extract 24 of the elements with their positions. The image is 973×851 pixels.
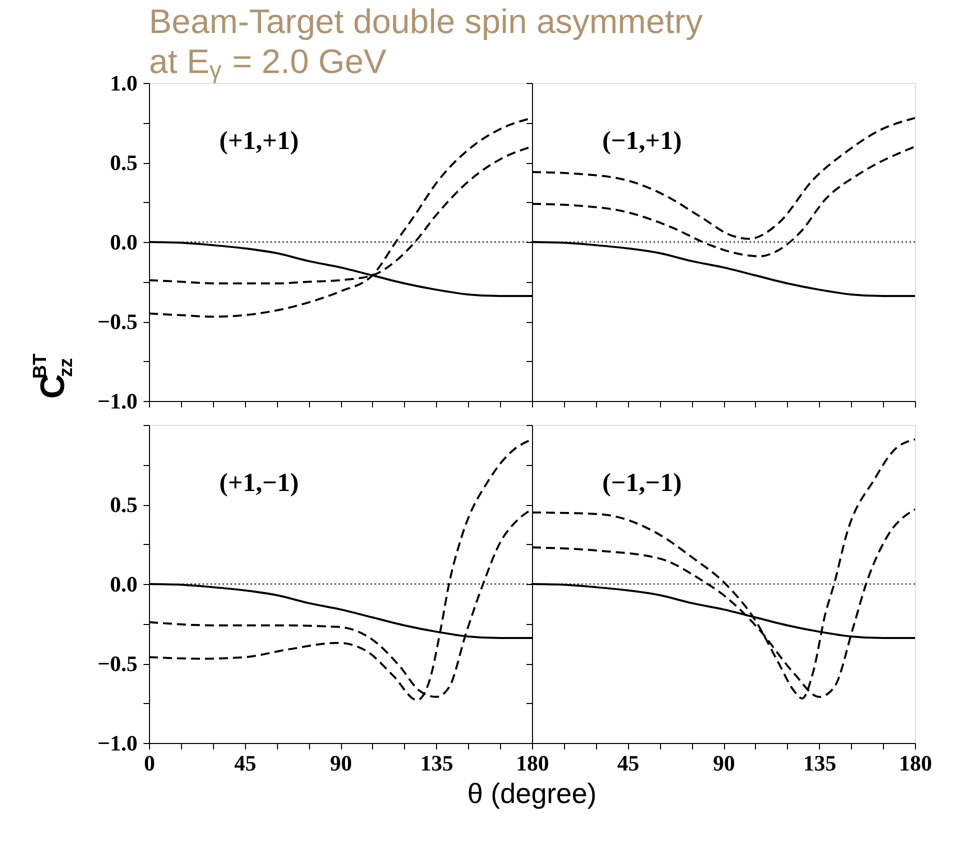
y-tick-label: 0.0 xyxy=(110,230,138,254)
y-tick-label: −0.5 xyxy=(97,651,138,676)
x-tick-label: 45 xyxy=(617,750,640,776)
annotation: (+1,+1) xyxy=(219,126,299,155)
y-tick-label: 1.0 xyxy=(110,70,138,96)
y-tick-label: −0.5 xyxy=(97,309,138,334)
y-tick-label: −1.0 xyxy=(97,388,138,414)
x-tick-label: 90 xyxy=(330,750,352,776)
x-tick-label: 135 xyxy=(803,750,836,776)
x-tick-label: 90 xyxy=(713,750,735,776)
x-axis-title: θ (degree) xyxy=(467,778,597,809)
x-tick-label: 180 xyxy=(516,750,549,776)
x-tick-label: 45 xyxy=(234,750,256,776)
annotation: (+1,−1) xyxy=(219,468,299,497)
y-tick-label: 0.5 xyxy=(110,492,138,517)
y-tick-label: 0.0 xyxy=(110,572,138,596)
annotation: (−1,−1) xyxy=(602,468,682,497)
annotation: (−1,+1) xyxy=(602,126,682,155)
x-tick-label: 0 xyxy=(144,750,155,776)
x-tick-label: 135 xyxy=(420,750,454,776)
y-tick-label: 0.5 xyxy=(110,150,138,175)
x-tick-label: 180 xyxy=(899,750,932,776)
y-axis-title: CzzBT xyxy=(30,353,77,399)
y-tick-label: −1.0 xyxy=(97,730,138,756)
